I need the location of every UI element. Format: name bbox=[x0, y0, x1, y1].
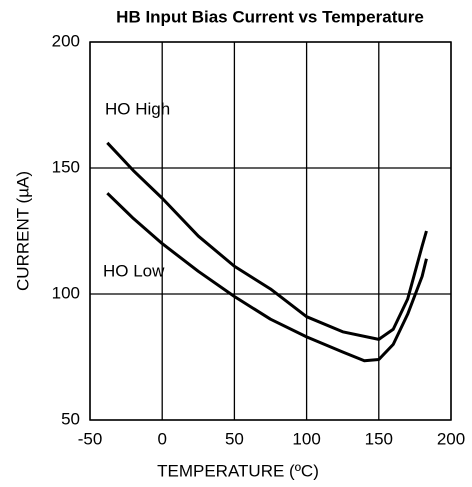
chart-title: HB Input Bias Current vs Temperature bbox=[116, 7, 424, 26]
y-tick-label: 50 bbox=[61, 409, 80, 428]
annotation: HO High bbox=[105, 99, 170, 118]
x-tick-label: 150 bbox=[365, 429, 393, 448]
y-tick-label: 150 bbox=[52, 157, 80, 176]
y-tick-label: 100 bbox=[52, 283, 80, 302]
x-tick-label: 200 bbox=[437, 429, 465, 448]
x-tick-label: 50 bbox=[225, 429, 244, 448]
series-line bbox=[106, 192, 428, 363]
y-axis-label: CURRENT (µA) bbox=[13, 171, 32, 291]
annotation: HO Low bbox=[103, 261, 165, 280]
x-tick-label: -50 bbox=[78, 429, 103, 448]
x-tick-label: 0 bbox=[157, 429, 166, 448]
series-line bbox=[106, 141, 428, 341]
y-tick-label: 200 bbox=[52, 31, 80, 50]
x-tick-label: 100 bbox=[292, 429, 320, 448]
x-axis-label: TEMPERATURE (ºC) bbox=[157, 461, 319, 480]
